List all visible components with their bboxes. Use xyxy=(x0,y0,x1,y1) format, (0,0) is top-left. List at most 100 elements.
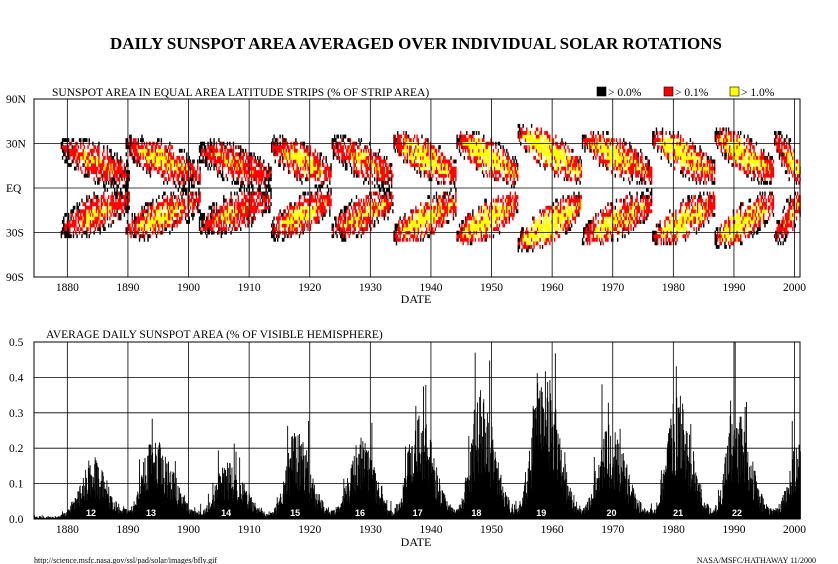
butterfly-cell xyxy=(190,191,193,196)
butterfly-cell xyxy=(427,205,429,210)
butterfly-cell xyxy=(464,234,467,239)
butterfly-cell xyxy=(397,138,399,143)
butterfly-cell xyxy=(138,216,141,221)
butterfly-cell xyxy=(300,159,302,164)
butterfly-cell xyxy=(177,166,180,171)
butterfly-cell xyxy=(540,223,543,228)
butterfly-cell xyxy=(308,216,310,221)
butterfly-cell xyxy=(97,205,99,210)
butterfly-cell xyxy=(215,145,218,150)
butterfly-cell xyxy=(340,227,342,232)
butterfly-cell xyxy=(142,212,144,217)
butterfly-cell xyxy=(395,227,398,232)
butterfly-cell xyxy=(455,209,457,214)
butterfly-cell xyxy=(496,209,498,214)
butterfly-cell xyxy=(247,166,249,171)
butterfly-cell xyxy=(258,209,260,214)
butterfly-cell xyxy=(477,227,479,232)
butterfly-cell xyxy=(526,244,528,249)
butterfly-cell xyxy=(225,159,227,164)
butterfly-cell xyxy=(194,177,196,182)
butterfly-cell xyxy=(422,223,424,228)
butterfly-cell xyxy=(301,159,303,164)
butterfly-cell xyxy=(152,209,154,214)
butterfly-cell xyxy=(317,202,319,207)
butterfly-cell xyxy=(159,209,161,214)
butterfly-cell xyxy=(405,220,407,224)
butterfly-cell xyxy=(545,155,547,160)
butterfly-cell xyxy=(307,198,309,203)
butterfly-cell xyxy=(232,173,235,178)
butterfly-cell xyxy=(80,220,82,224)
butterfly-cell xyxy=(343,234,346,239)
butterfly-cell xyxy=(390,191,393,196)
butterfly-cell xyxy=(440,163,443,167)
butterfly-cell xyxy=(141,216,143,221)
butterfly-cell xyxy=(306,159,308,164)
butterfly-cell xyxy=(170,145,172,150)
butterfly-cell xyxy=(98,227,100,232)
butterfly-cell xyxy=(126,184,128,189)
butterfly-cell xyxy=(171,166,173,171)
butterfly-cell xyxy=(236,202,238,207)
butterfly-cell xyxy=(504,209,507,214)
butterfly-cell xyxy=(115,212,117,217)
butterfly-cell xyxy=(411,148,413,153)
butterfly-cell xyxy=(182,184,184,189)
butterfly-cell xyxy=(515,205,518,210)
butterfly-cell xyxy=(422,212,424,217)
butterfly-cell xyxy=(538,134,540,139)
butterfly-cell xyxy=(418,209,421,214)
butterfly-cell xyxy=(269,177,271,182)
butterfly-cell xyxy=(159,159,161,164)
butterfly-cell xyxy=(167,216,170,221)
butterfly-cell xyxy=(501,209,503,214)
butterfly-cell xyxy=(337,216,340,221)
butterfly-cell xyxy=(330,202,332,207)
butterfly-cell xyxy=(147,205,149,210)
butterfly-cell xyxy=(410,223,412,228)
butterfly-cell xyxy=(201,145,203,150)
butterfly-cell xyxy=(242,170,244,175)
butterfly-cell xyxy=(373,159,376,164)
butterfly-cell xyxy=(467,138,469,143)
butterfly-cell xyxy=(377,195,380,199)
butterfly-cell xyxy=(355,212,358,217)
butterfly-cell xyxy=(485,170,487,175)
butterfly-cell xyxy=(430,223,433,228)
butterfly-cell xyxy=(220,152,223,157)
butterfly-cell xyxy=(446,205,449,210)
butterfly-cell xyxy=(371,159,373,164)
butterfly-cell xyxy=(318,220,320,224)
butterfly-cell xyxy=(503,209,506,214)
butterfly-cell xyxy=(293,209,296,214)
butterfly-cell xyxy=(507,163,509,167)
butterfly-cell xyxy=(469,152,472,157)
butterfly-cell xyxy=(137,138,140,143)
butterfly-cell xyxy=(93,177,95,182)
butterfly-cell xyxy=(230,159,232,164)
butterfly-cell xyxy=(281,220,284,224)
butterfly-cell xyxy=(80,138,82,143)
butterfly-cell xyxy=(412,234,415,239)
butterfly-cell xyxy=(192,212,194,217)
butterfly-cell xyxy=(94,180,97,185)
butterfly-cell xyxy=(221,209,224,214)
butterfly-cell xyxy=(398,227,400,232)
butterfly-cell xyxy=(92,212,94,217)
butterfly-cell xyxy=(296,166,298,171)
butterfly-cell xyxy=(413,159,416,164)
butterfly-cell xyxy=(367,195,370,199)
butterfly-cell xyxy=(264,166,266,171)
butterfly-cell xyxy=(474,155,476,160)
butterfly-cell xyxy=(386,205,388,210)
butterfly-cell xyxy=(369,223,371,228)
butterfly-cell xyxy=(317,212,319,217)
butterfly-cell xyxy=(207,223,209,228)
butterfly-cell xyxy=(149,166,152,171)
butterfly-cell xyxy=(435,163,438,167)
butterfly-cell xyxy=(166,159,169,164)
butterfly-cell xyxy=(204,223,207,228)
butterfly-cell xyxy=(184,180,187,185)
butterfly-cell xyxy=(128,177,130,182)
